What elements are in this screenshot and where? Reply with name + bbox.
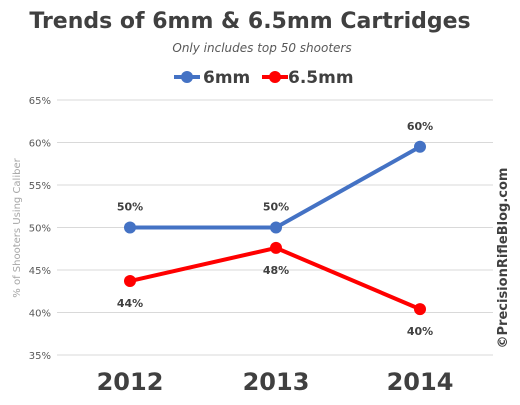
y-tick-label: 45% <box>29 266 51 277</box>
series-line <box>129 245 421 311</box>
data-point <box>414 303 426 316</box>
legend: 6mm 6.5mm <box>174 68 354 88</box>
legend-marker <box>269 71 281 83</box>
y-tick-label: 50% <box>29 224 51 235</box>
data-point <box>270 241 282 254</box>
legend-label: 6mm <box>203 68 250 88</box>
watermark: ©PrecisionRifleBlog.com <box>496 168 511 349</box>
data-labels: 50% 50% 60% 44% 48% 40% <box>117 120 433 338</box>
y-tick-label: 35% <box>29 351 51 362</box>
legend-marker <box>181 71 193 83</box>
y-tick-label: 60% <box>29 139 51 150</box>
x-axis-ticks: 2012 2013 2014 <box>97 368 454 396</box>
data-label: 40% <box>407 325 433 338</box>
y-axis-label: % of Shooters Using Caliber <box>12 157 23 297</box>
y-axis-ticks: 35% 40% 45% 50% 55% 60% 65% <box>29 96 51 362</box>
data-point <box>270 221 282 234</box>
data-point <box>414 140 426 153</box>
data-point <box>124 221 136 234</box>
chart-title: Trends of 6mm & 6.5mm Cartridges <box>29 9 470 34</box>
series-layer <box>124 140 426 316</box>
x-tick-label: 2014 <box>387 368 454 396</box>
data-point <box>124 275 136 288</box>
chart-subtitle: Only includes top 50 shooters <box>172 41 351 55</box>
data-label: 50% <box>263 201 289 214</box>
y-tick-label: 55% <box>29 181 51 192</box>
series-line <box>130 145 421 230</box>
y-tick-label: 65% <box>29 96 51 107</box>
x-tick-label: 2013 <box>243 368 310 396</box>
data-label: 44% <box>117 297 143 310</box>
legend-label: 6.5mm <box>288 68 354 88</box>
data-label: 60% <box>407 120 433 133</box>
data-label: 50% <box>117 201 143 214</box>
x-tick-label: 2012 <box>97 368 164 396</box>
y-tick-label: 40% <box>29 309 51 320</box>
data-label: 48% <box>263 264 289 277</box>
